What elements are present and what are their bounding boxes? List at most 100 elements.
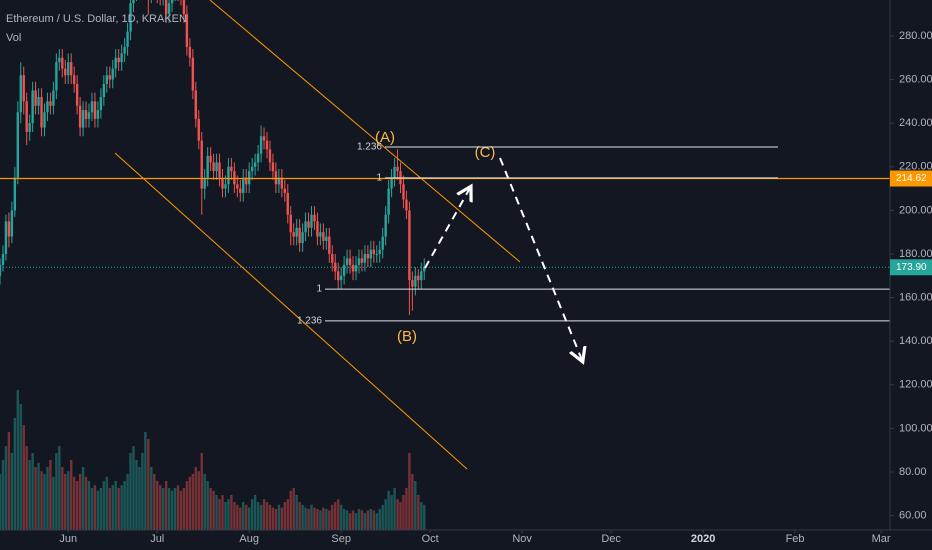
candle-body bbox=[129, 3, 132, 32]
volume-bar bbox=[304, 507, 307, 530]
volume-bar bbox=[28, 460, 31, 530]
candle-body bbox=[1, 253, 5, 265]
candle-body bbox=[360, 258, 364, 263]
candle-body bbox=[52, 90, 55, 106]
volume-bar bbox=[22, 425, 25, 530]
volume-bar bbox=[259, 504, 263, 530]
candle-body bbox=[93, 101, 97, 119]
candle-body bbox=[75, 83, 79, 106]
price-layer bbox=[0, 0, 890, 316]
y-tick-label: 100.00 bbox=[899, 422, 932, 434]
volume-bar bbox=[150, 467, 153, 530]
candle-body bbox=[372, 249, 375, 254]
candle-body bbox=[339, 275, 343, 281]
candle-body bbox=[96, 110, 100, 119]
volume-bar bbox=[156, 481, 159, 530]
candle-body bbox=[7, 221, 11, 237]
candle-body bbox=[22, 75, 25, 102]
volume-bar bbox=[13, 418, 17, 530]
candle-body bbox=[366, 253, 370, 259]
candle-body bbox=[316, 221, 319, 237]
volume-bar bbox=[203, 474, 206, 530]
candle-body bbox=[114, 57, 117, 69]
candle-body bbox=[375, 253, 378, 255]
candle-body bbox=[337, 271, 340, 281]
candle-body bbox=[351, 264, 355, 272]
volume-bar bbox=[135, 460, 138, 530]
volume-bar bbox=[49, 460, 52, 530]
candle-body bbox=[292, 232, 295, 237]
candle-body bbox=[49, 101, 52, 106]
candle-body bbox=[402, 184, 405, 200]
volume-bar bbox=[75, 481, 79, 530]
volume-bar bbox=[402, 495, 405, 530]
candle-body bbox=[319, 232, 322, 237]
x-tick-label: 2020 bbox=[691, 533, 715, 545]
candle-body bbox=[209, 155, 212, 163]
volume-bar bbox=[301, 504, 304, 530]
volume-bar bbox=[283, 502, 286, 530]
candle-body bbox=[384, 214, 387, 237]
candle-body bbox=[117, 57, 120, 63]
volume-bar bbox=[78, 474, 82, 530]
y-tick-label: 140.00 bbox=[899, 335, 932, 347]
candle-body bbox=[19, 75, 22, 113]
volume-bar bbox=[313, 507, 316, 530]
x-tick-label: Feb bbox=[786, 533, 805, 545]
volume-bar bbox=[271, 507, 275, 530]
volume-bar bbox=[40, 471, 43, 530]
candle-body bbox=[61, 57, 64, 69]
volume-bar bbox=[70, 460, 73, 530]
candle-body bbox=[298, 227, 301, 244]
volume-bar bbox=[381, 504, 384, 530]
volume-bar bbox=[363, 513, 367, 530]
volume-bar bbox=[123, 481, 126, 530]
volume-bar bbox=[384, 499, 387, 530]
volume-bar bbox=[227, 499, 230, 530]
candle-body bbox=[259, 136, 263, 154]
volume-bar bbox=[369, 509, 373, 530]
candle-body bbox=[369, 249, 373, 259]
volume-bar bbox=[90, 488, 94, 530]
volume-bar bbox=[25, 446, 28, 530]
candle-body bbox=[164, 0, 168, 15]
volume-bar bbox=[144, 432, 147, 530]
volume-bar bbox=[224, 502, 227, 530]
candle-body bbox=[70, 62, 73, 76]
candle-body bbox=[215, 162, 218, 172]
volume-bar bbox=[360, 510, 364, 530]
candle-body bbox=[16, 112, 19, 178]
volume-bar bbox=[182, 488, 186, 530]
y-tick-label: 220.00 bbox=[899, 161, 932, 173]
volume-bar bbox=[248, 507, 251, 530]
volume-bar bbox=[67, 471, 70, 530]
wave-label: (B) bbox=[397, 328, 417, 345]
candle-body bbox=[387, 188, 390, 215]
candle-body bbox=[239, 188, 242, 193]
volume-bar bbox=[337, 499, 340, 530]
x-tick-label: Sep bbox=[331, 533, 351, 545]
volume-bar bbox=[138, 467, 141, 530]
candle-body bbox=[182, 0, 186, 15]
candle-body bbox=[102, 83, 106, 98]
wave-label: (C) bbox=[475, 144, 496, 161]
volume-bar bbox=[351, 510, 355, 530]
x-tick-label: Aug bbox=[239, 533, 259, 545]
candle-body bbox=[256, 153, 260, 163]
volume-bar bbox=[348, 513, 352, 530]
volume-bar bbox=[170, 490, 174, 530]
volume-bar bbox=[102, 481, 106, 530]
candle-body bbox=[348, 258, 352, 265]
volume-bar bbox=[325, 509, 328, 530]
candle-body bbox=[334, 262, 337, 272]
candle-body bbox=[111, 68, 114, 80]
candle-body bbox=[268, 149, 272, 163]
candle-body bbox=[280, 177, 284, 189]
candle-body bbox=[221, 177, 224, 189]
candle-body bbox=[43, 112, 46, 128]
candle-body bbox=[37, 97, 40, 106]
volume-bar bbox=[81, 467, 85, 530]
candle-body bbox=[236, 184, 239, 189]
